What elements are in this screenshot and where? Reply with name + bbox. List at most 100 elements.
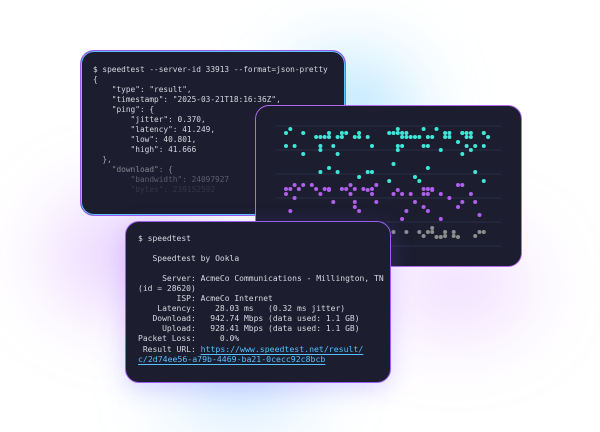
download-dot bbox=[296, 187, 301, 191]
download-dot bbox=[370, 187, 374, 191]
upload-dot bbox=[434, 235, 439, 239]
download-dot bbox=[430, 188, 435, 192]
ping-dot bbox=[387, 131, 392, 135]
output-line: ISP: AcmeCo Internet bbox=[138, 294, 273, 303]
download-dot bbox=[365, 188, 370, 192]
download-dot bbox=[331, 200, 336, 204]
output-line: (id = 28620) bbox=[138, 284, 196, 293]
download-dot bbox=[361, 187, 366, 191]
result-url-label: Result URL: bbox=[138, 345, 201, 354]
download-dot bbox=[322, 187, 327, 191]
ping-dot bbox=[357, 175, 362, 179]
ping-dot bbox=[318, 135, 323, 139]
upload-dot bbox=[404, 230, 409, 234]
output-line: Server: AcmeCo Communications - Millingt… bbox=[138, 274, 384, 283]
ping-dot bbox=[468, 131, 473, 135]
json-line: { bbox=[93, 75, 98, 84]
download-dot bbox=[352, 205, 357, 209]
ping-dot bbox=[391, 131, 396, 135]
json-line: "jitter": 0.370, bbox=[93, 115, 206, 124]
ping-dot bbox=[481, 144, 486, 148]
ping-dot bbox=[301, 131, 306, 135]
ping-dot bbox=[400, 131, 405, 135]
json-line: "high": 41.666 bbox=[93, 145, 197, 154]
download-dot bbox=[421, 187, 426, 191]
ping-dot bbox=[318, 148, 323, 152]
output-line: Speedtest by Ookla bbox=[138, 254, 240, 263]
download-dot bbox=[447, 196, 452, 200]
download-dot bbox=[344, 187, 349, 191]
ping-dot bbox=[365, 135, 370, 139]
ping-dot bbox=[413, 135, 417, 139]
download-dot bbox=[288, 209, 293, 213]
result-url-link[interactable]: https://www.speedtest.net/result/ bbox=[200, 344, 364, 354]
output-line: Upload: 928.41 Mbps (data used: 1.1 GB) bbox=[138, 324, 360, 333]
output-line: Latency: 28.03 ms (0.32 ms jitter) bbox=[138, 304, 346, 313]
ping-dot bbox=[370, 144, 374, 148]
ping-dot bbox=[417, 179, 422, 183]
ping-dot bbox=[314, 135, 319, 139]
result-url-link-cont[interactable]: c/2d74ee56-a79b-4469-ba21-0cecc92c8bcb bbox=[138, 354, 326, 364]
ping-dot bbox=[438, 148, 443, 152]
download-dot bbox=[352, 200, 357, 204]
ping-dot bbox=[352, 135, 357, 139]
download-dot bbox=[357, 209, 362, 213]
ping-dot bbox=[417, 135, 422, 139]
ping-dot bbox=[284, 144, 288, 148]
download-dot bbox=[284, 187, 288, 191]
cli-terminal-window: $ speedtest Speedtest by Ookla Server: A… bbox=[125, 221, 391, 383]
ping-dot bbox=[301, 152, 306, 156]
upload-dot bbox=[456, 235, 460, 239]
download-dot bbox=[400, 192, 405, 196]
json-line: "latency": 41.249, bbox=[93, 125, 216, 134]
ping-dot bbox=[288, 127, 293, 131]
ping-dot bbox=[365, 170, 370, 174]
ping-dot bbox=[447, 135, 452, 139]
download-dot bbox=[348, 192, 353, 196]
ping-dot bbox=[339, 131, 344, 135]
json-line: "bytes": 239152592 bbox=[93, 185, 216, 194]
command-line: $ speedtest --server-id 33913 --format=j… bbox=[93, 65, 328, 74]
upload-dot bbox=[421, 234, 426, 238]
download-dot bbox=[438, 217, 443, 221]
download-dot bbox=[327, 188, 331, 192]
ping-dot bbox=[339, 135, 344, 139]
download-dot bbox=[473, 200, 478, 204]
download-dot bbox=[425, 209, 430, 213]
ping-dot bbox=[434, 127, 439, 131]
ping-dot bbox=[460, 152, 465, 156]
download-dot bbox=[456, 205, 460, 209]
ping-dot bbox=[335, 152, 340, 156]
upload-dot bbox=[477, 230, 482, 234]
ping-dot bbox=[464, 144, 469, 148]
upload-dot bbox=[443, 234, 448, 238]
download-dot bbox=[425, 187, 430, 191]
download-dot bbox=[438, 192, 443, 196]
ping-dot bbox=[335, 135, 340, 139]
ping-dot bbox=[421, 127, 426, 131]
ping-dot bbox=[464, 131, 469, 135]
output-line: Packet Loss: 0.0% bbox=[138, 334, 240, 343]
upload-dot bbox=[430, 226, 435, 230]
download-dot bbox=[456, 183, 460, 187]
upload-dot bbox=[438, 235, 443, 239]
output-line: Download: 942.74 Mbps (data used: 1.1 GB… bbox=[138, 314, 360, 323]
download-dot bbox=[348, 183, 353, 187]
download-dot bbox=[374, 183, 379, 187]
download-dot bbox=[292, 196, 297, 200]
download-dot bbox=[288, 187, 293, 191]
ping-dot bbox=[468, 148, 473, 152]
ping-dot bbox=[331, 144, 336, 148]
ping-dot bbox=[481, 131, 486, 135]
ping-dot bbox=[387, 179, 392, 183]
download-dot bbox=[284, 192, 288, 196]
ping-dot bbox=[395, 148, 400, 152]
download-dot bbox=[309, 183, 314, 187]
ping-dot bbox=[292, 144, 297, 148]
ping-dot bbox=[447, 131, 452, 135]
ping-dot bbox=[357, 135, 362, 139]
upload-dot bbox=[430, 230, 435, 234]
ping-dot bbox=[425, 166, 430, 170]
ping-dot bbox=[443, 135, 448, 139]
download-dot bbox=[413, 200, 417, 204]
